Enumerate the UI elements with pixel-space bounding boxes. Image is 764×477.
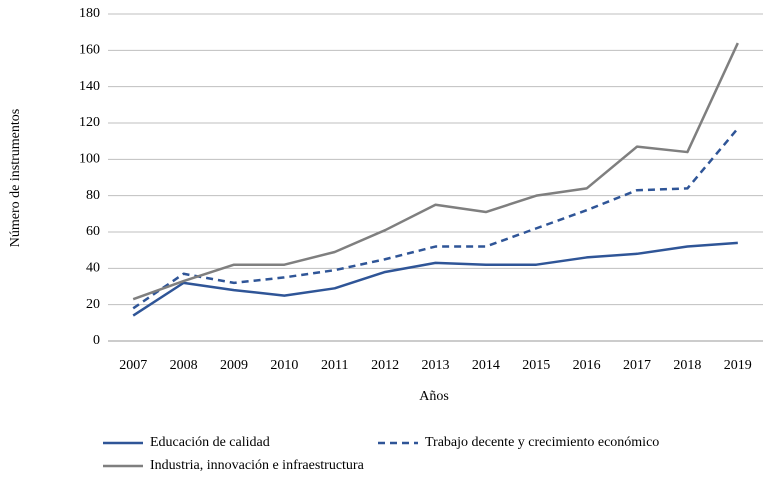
y-tick-label: 20 — [86, 297, 100, 312]
y-tick-label: 120 — [79, 115, 100, 130]
x-tick-label: 2007 — [119, 358, 147, 373]
x-tick-label: 2011 — [321, 358, 348, 373]
x-tick-label: 2014 — [472, 358, 500, 373]
x-tick-label: 2018 — [673, 358, 701, 373]
y-tick-label: 60 — [86, 224, 100, 239]
x-axis-label: Años — [419, 389, 449, 404]
y-tick-label: 140 — [79, 79, 100, 94]
y-tick-label: 0 — [93, 333, 100, 348]
series-line — [132, 241, 738, 317]
x-tick-label: 2019 — [724, 358, 752, 373]
x-tick-label: 2013 — [422, 358, 450, 373]
legend-label: Educación de calidad — [150, 435, 270, 450]
y-tick-label: 100 — [79, 152, 100, 167]
y-tick-label: 40 — [86, 261, 100, 276]
x-tick-label: 2017 — [623, 358, 651, 373]
series-line — [132, 42, 739, 301]
x-tick-label: 2015 — [522, 358, 550, 373]
y-axis-label: Número de instrumentos — [8, 109, 23, 247]
x-tick-label: 2016 — [573, 358, 601, 373]
x-tick-label: 2009 — [220, 358, 248, 373]
y-tick-label: 160 — [79, 43, 100, 58]
legend-label: Industria, innovación e infraestructura — [150, 458, 365, 473]
y-tick-label: 180 — [79, 6, 100, 21]
x-tick-label: 2010 — [270, 358, 298, 373]
legend-label: Trabajo decente y crecimiento económico — [425, 435, 659, 450]
x-tick-label: 2012 — [371, 358, 399, 373]
y-tick-label: 80 — [86, 188, 100, 203]
x-tick-label: 2008 — [170, 358, 198, 373]
series-line — [132, 127, 739, 310]
